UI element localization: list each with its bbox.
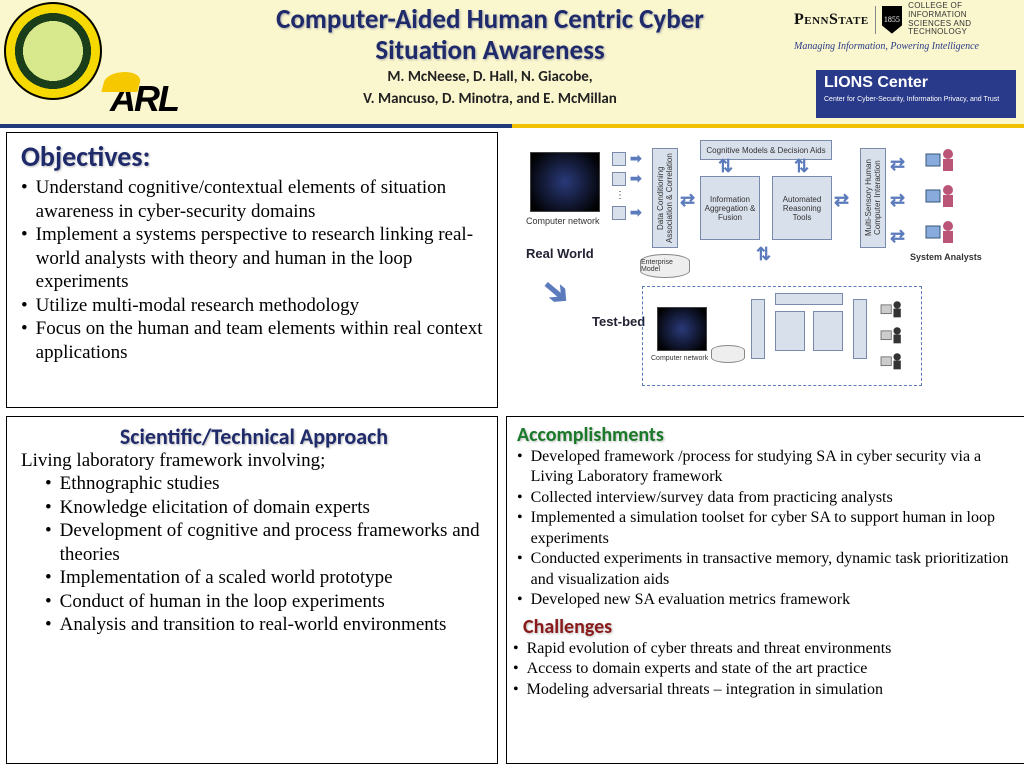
small-box — [612, 172, 626, 186]
computer-network-label-small: Computer network — [651, 355, 708, 362]
small-box — [813, 311, 843, 351]
list-item: Focus on the human and team elements wit… — [21, 317, 487, 364]
arrow-icon: ⇄ — [680, 190, 695, 211]
pennstate-name: PennState — [794, 11, 869, 29]
small-box — [612, 206, 626, 220]
analyst-icon — [879, 299, 905, 321]
cylinder-icon — [711, 345, 745, 363]
arrow-icon: ⇅ — [756, 244, 771, 265]
analyst-icon — [924, 182, 958, 212]
arrow-icon: ➡ — [630, 170, 642, 187]
approach-lead: Living laboratory framework involving; — [21, 450, 487, 472]
list-item: Developed new SA evaluation metrics fram… — [517, 590, 1015, 610]
pennstate-college: COLLEGE OF INFORMATIONSCIENCES AND TECHN… — [908, 2, 1014, 37]
list-item: Conducted experiments in transactive mem… — [517, 549, 1015, 590]
authors-line1: M. McNeese, D. Hall, N. Giacobe, — [200, 68, 780, 88]
arrow-icon: ⇄ — [834, 190, 849, 211]
main-title-line1: Computer-Aided Human Centric Cyber — [200, 4, 780, 35]
arrow-icon: ⇄ — [890, 226, 905, 247]
main-title-line2: Situation Awareness — [200, 35, 780, 66]
small-box — [775, 311, 805, 351]
list-item: Rapid evolution of cyber threats and thr… — [513, 639, 1015, 659]
objectives-list: Understand cognitive/contextual elements… — [21, 176, 487, 364]
arrow-icon: ➡ — [630, 204, 642, 221]
accomplishments-challenges-panel: Accomplishments Developed framework /pro… — [506, 416, 1024, 764]
arrow-icon: ➡ — [630, 150, 642, 167]
pennstate-block: PennState 1855 COLLEGE OF INFORMATIONSCI… — [794, 2, 1014, 52]
system-analysts-label: System Analysts — [910, 252, 982, 262]
body-grid: Objectives: Understand cognitive/context… — [0, 128, 1024, 768]
analyst-icon — [879, 325, 905, 347]
testbed-container: Computer network — [642, 286, 922, 386]
arrow-icon: ➔ — [532, 268, 580, 317]
info-aggregation-box: Information Aggregation & Fusion — [700, 176, 760, 240]
list-item: Implementation of a scaled world prototy… — [45, 566, 487, 590]
real-world-label: Real World — [526, 246, 594, 261]
list-item: Implement a systems perspective to resea… — [21, 223, 487, 294]
list-item: Ethnographic studies — [45, 472, 487, 496]
arrow-icon: ⇅ — [718, 156, 733, 177]
computer-network-label: Computer network — [526, 216, 600, 226]
network-icon — [530, 152, 600, 212]
title-block: Computer-Aided Human Centric Cyber Situa… — [200, 4, 780, 109]
automated-reasoning-box: Automated Reasoning Tools — [772, 176, 832, 240]
approach-panel: Scientific/Technical Approach Living lab… — [6, 416, 498, 764]
approach-list: Ethnographic studies Knowledge elicitati… — [21, 472, 487, 637]
list-item: Conduct of human in the loop experiments — [45, 590, 487, 614]
small-box — [775, 293, 843, 305]
small-box — [751, 299, 765, 359]
list-item: Collected interview/survey data from pra… — [517, 488, 1015, 508]
pennstate-tagline: Managing Information, Powering Intellige… — [794, 41, 1014, 52]
pennstate-shield-icon: 1855 — [882, 6, 902, 34]
small-box — [853, 299, 867, 359]
network-icon — [657, 307, 707, 351]
accomplishments-list: Developed framework /process for studyin… — [517, 447, 1015, 611]
multi-sensory-box: Multi-Sensory Human Computer Interaction — [860, 148, 886, 248]
army-seal-icon — [4, 2, 102, 100]
list-item: Modeling adversarial threats – integrati… — [513, 680, 1015, 700]
arrow-icon: ⇄ — [890, 190, 905, 211]
arrow-icon: ⇄ — [890, 154, 905, 175]
enterprise-model-cylinder: Enterprise Model — [640, 254, 690, 278]
list-item: Implemented a simulation toolset for cyb… — [517, 508, 1015, 549]
analyst-icon — [924, 218, 958, 248]
lions-title: LIONS Center — [824, 74, 1008, 92]
header-banner: ARL Computer-Aided Human Centric Cyber S… — [0, 0, 1024, 128]
analyst-icon — [924, 146, 958, 176]
list-item: Understand cognitive/contextual elements… — [21, 176, 487, 223]
list-item: Knowledge elicitation of domain experts — [45, 496, 487, 520]
list-item: Development of cognitive and process fra… — [45, 519, 487, 566]
accomplishments-heading: Accomplishments — [517, 423, 1015, 447]
arrow-icon: ⇅ — [794, 156, 809, 177]
list-item: Analysis and transition to real-world en… — [45, 613, 487, 637]
lions-subtitle: Center for Cyber-Security, Information P… — [824, 96, 1008, 103]
challenges-heading: Challenges — [523, 615, 1015, 639]
authors-line2: V. Mancuso, D. Minotra, and E. McMillan — [200, 90, 780, 110]
dots: ⋮ — [615, 190, 625, 201]
architecture-diagram: Computer network ⋮ ➡ ➡ ➡ Data Conditioni… — [506, 132, 1024, 408]
approach-heading: Scientific/Technical Approach — [21, 423, 487, 450]
arl-logo: ARL — [110, 78, 178, 120]
list-item: Developed framework /process for studyin… — [517, 447, 1015, 488]
objectives-heading: Objectives: — [21, 139, 487, 174]
data-conditioning-box: Data Conditioning Association & Correlat… — [652, 148, 678, 248]
small-box — [612, 152, 626, 166]
list-item: Access to domain experts and state of th… — [513, 659, 1015, 679]
objectives-panel: Objectives: Understand cognitive/context… — [6, 132, 498, 408]
list-item: Utilize multi-modal research methodology — [21, 294, 487, 318]
challenges-list: Rapid evolution of cyber threats and thr… — [513, 639, 1015, 700]
lions-center-badge: LIONS Center Center for Cyber-Security, … — [816, 70, 1016, 118]
test-bed-label: Test-bed — [592, 314, 645, 329]
analyst-icon — [879, 351, 905, 373]
